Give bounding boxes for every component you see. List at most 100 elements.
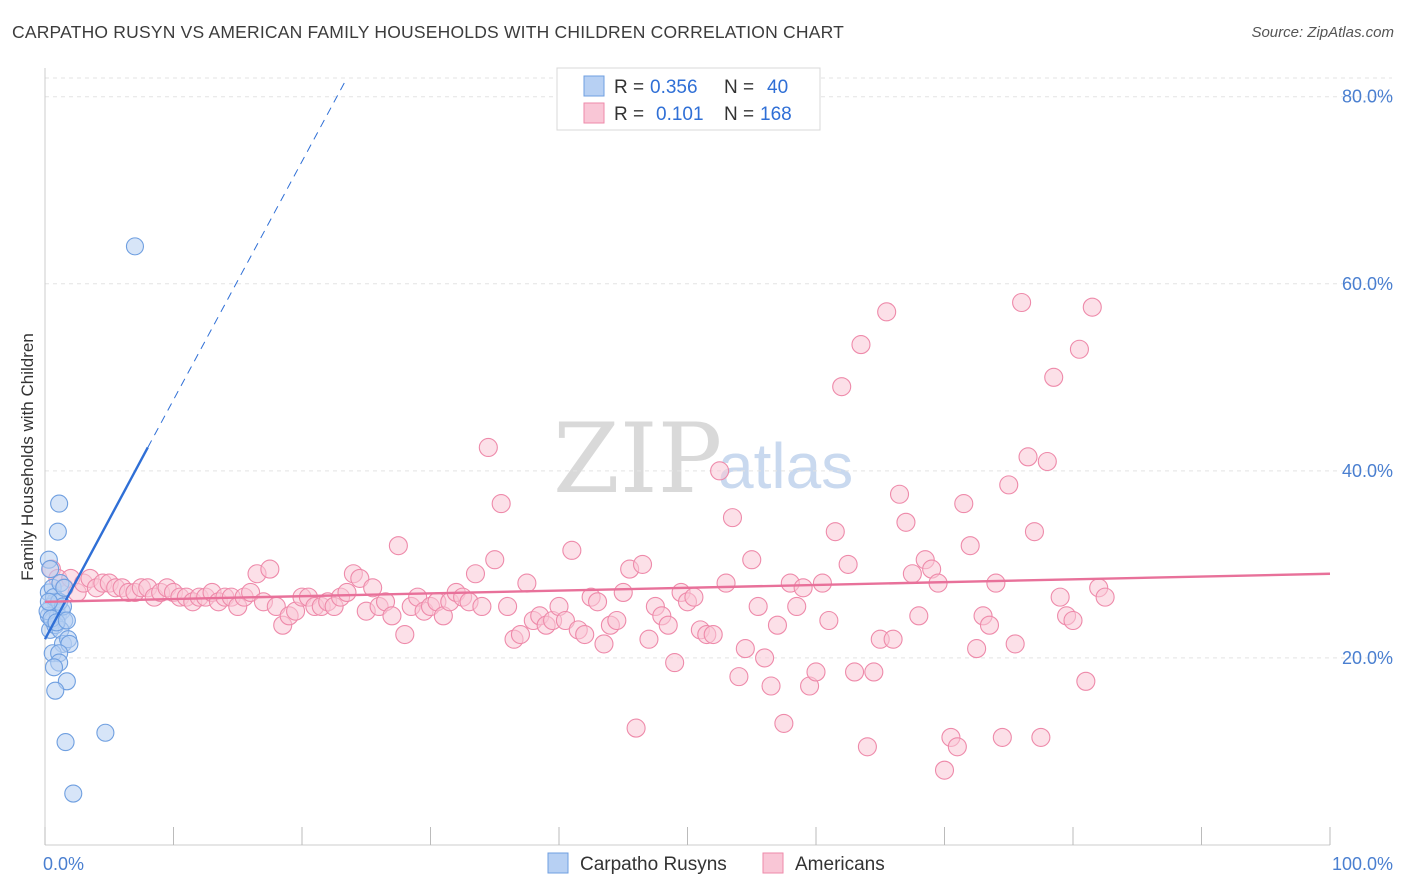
american-point xyxy=(755,648,775,668)
american-point xyxy=(999,475,1019,495)
american-point xyxy=(626,718,646,738)
american-point xyxy=(1024,522,1044,542)
carpatho-rusyn-point xyxy=(57,611,76,630)
american-point xyxy=(857,737,877,757)
x-tick-label-right: 100.0% xyxy=(1332,854,1393,874)
american-point xyxy=(491,494,511,514)
american-point xyxy=(767,615,788,635)
american-point xyxy=(1063,610,1083,631)
american-point xyxy=(889,484,910,504)
american-point xyxy=(465,564,486,584)
american-point xyxy=(510,624,531,645)
american-point xyxy=(1037,451,1057,472)
trend-lines xyxy=(43,77,1331,640)
american-point xyxy=(562,540,582,560)
american-point xyxy=(388,536,408,556)
american-point xyxy=(1005,634,1025,654)
american-point xyxy=(735,639,755,659)
series-legend-swatch-carpatho-rusyns xyxy=(547,852,569,874)
chart-title: CARPATHO RUSYN VS AMERICAN FAMILY HOUSEH… xyxy=(12,22,844,42)
american-point xyxy=(1031,727,1051,747)
american-point xyxy=(665,653,685,673)
blue-trend-extension xyxy=(147,77,348,448)
american-point xyxy=(806,662,826,682)
watermark-atlas: atlas xyxy=(718,430,853,502)
american-point xyxy=(710,461,730,481)
american-point xyxy=(787,596,807,617)
y-tick-label: 80.0% xyxy=(1342,87,1393,107)
y-tick-label: 40.0% xyxy=(1342,461,1393,481)
american-point xyxy=(1069,339,1089,359)
american-point xyxy=(395,624,415,645)
american-point xyxy=(986,573,1006,593)
american-point xyxy=(832,377,852,397)
stats-legend-n-label: N = xyxy=(724,104,754,125)
american-point xyxy=(587,592,608,612)
american-point xyxy=(658,615,678,635)
american-point xyxy=(613,582,633,603)
american-point xyxy=(607,610,627,631)
stats-legend-r-value: 0.356 xyxy=(650,77,698,98)
american-point xyxy=(517,573,537,593)
x-tick-label-left: 0.0% xyxy=(43,854,84,874)
stats-legend-swatch-americans xyxy=(583,102,605,124)
american-point xyxy=(1095,587,1115,607)
series-legend-label-carpatho-rusyns: Carpatho Rusyns xyxy=(580,854,727,875)
american-point xyxy=(844,662,865,682)
american-point xyxy=(864,662,884,682)
stats-legend-r-label: R = xyxy=(614,104,644,125)
american-point xyxy=(960,536,980,556)
carpatho-rusyn-point xyxy=(46,681,65,700)
american-point xyxy=(350,568,370,588)
american-point xyxy=(555,610,575,631)
american-point xyxy=(1076,671,1096,691)
watermark: ZIP atlas xyxy=(553,403,853,515)
american-point xyxy=(851,335,871,355)
blue-trend-line xyxy=(43,446,149,640)
american-point xyxy=(472,596,492,617)
american-point xyxy=(363,578,383,598)
carpatho-rusyn-point xyxy=(44,658,64,677)
american-point xyxy=(684,587,704,607)
y-tick-label: 20.0% xyxy=(1342,648,1393,668)
american-point xyxy=(909,606,929,626)
american-point xyxy=(703,624,723,645)
american-point xyxy=(1018,447,1038,467)
series-legend: Carpatho Rusyns Americans xyxy=(547,852,885,875)
american-point xyxy=(498,596,518,617)
american-point xyxy=(742,550,762,570)
pink-trend-line xyxy=(44,572,1331,604)
american-point xyxy=(793,578,813,598)
carpatho-rusyn-point xyxy=(41,560,60,579)
series-legend-swatch-americans xyxy=(762,852,784,874)
carpatho-rusyn-point xyxy=(56,733,75,752)
american-point xyxy=(337,582,357,603)
stats-legend-r-value: 0.101 xyxy=(656,104,704,125)
carpatho-rusyn-point xyxy=(64,784,83,803)
american-point xyxy=(774,713,794,733)
american-point xyxy=(819,610,839,631)
american-point xyxy=(382,606,402,626)
american-point xyxy=(1082,297,1102,317)
american-point xyxy=(639,629,659,649)
american-point xyxy=(748,596,768,617)
stats-legend: R = 0.356 N = 40 R = 0.101 N = 168 xyxy=(556,67,821,131)
carpatho-rusyn-point xyxy=(125,237,144,256)
stats-legend-n-label: N = xyxy=(724,77,754,98)
american-point xyxy=(934,760,955,780)
american-point xyxy=(722,508,743,528)
source-label: Source: ZipAtlas.com xyxy=(1251,24,1394,41)
american-point xyxy=(1044,367,1064,387)
american-point xyxy=(947,737,967,757)
stats-legend-n-value: 40 xyxy=(767,77,788,98)
carpatho-rusyn-point xyxy=(48,522,67,541)
american-point xyxy=(954,494,974,514)
carpatho-rusyn-point xyxy=(50,494,69,513)
american-point xyxy=(761,676,781,696)
american-point xyxy=(594,634,614,654)
american-point xyxy=(632,554,653,574)
american-point xyxy=(1050,587,1070,607)
american-point xyxy=(575,624,595,645)
american-point xyxy=(260,559,280,579)
